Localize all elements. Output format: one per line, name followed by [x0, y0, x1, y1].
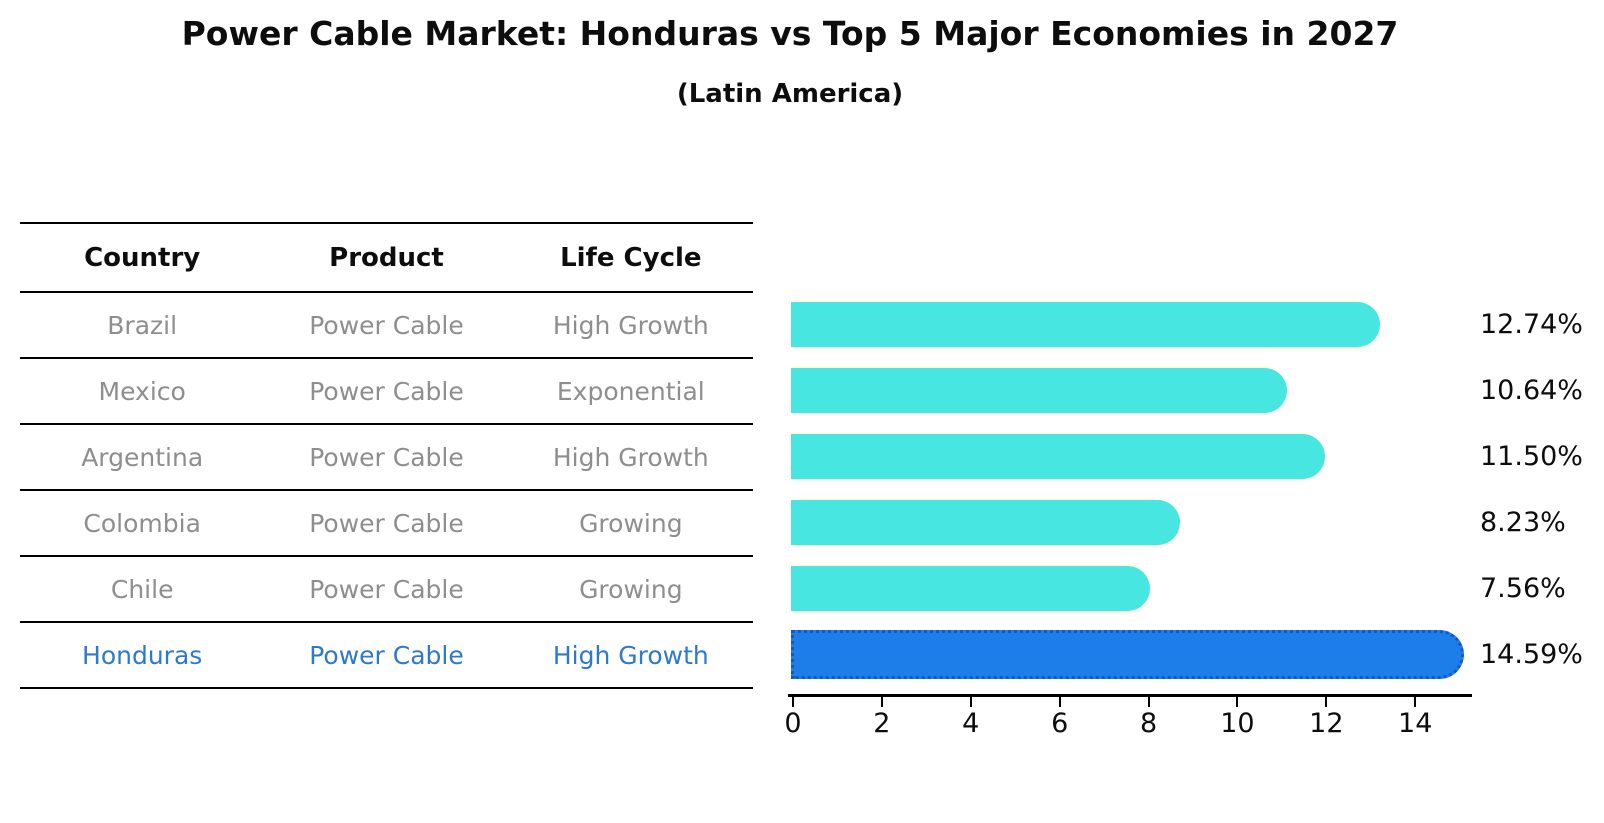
bar-chile	[791, 563, 1152, 613]
tick-label-0: 0	[784, 708, 802, 739]
bar-chart	[791, 291, 1491, 687]
cell-life-cycle: High Growth	[552, 442, 709, 472]
x-axis-line	[788, 694, 1472, 697]
cell-product: Power Cable	[309, 310, 464, 340]
bar-mexico	[791, 365, 1289, 415]
bar-honduras	[791, 629, 1464, 679]
cell-country: Brazil	[107, 310, 178, 340]
value-label-honduras: 14.59%	[1480, 638, 1583, 670]
tick-label-12: 12	[1309, 708, 1344, 739]
table-row-argentina: Argentina Power Cable High Growth	[20, 425, 753, 491]
cell-country: Argentina	[81, 442, 204, 472]
cell-life-cycle: High Growth	[552, 640, 709, 670]
tick-mark-14	[1414, 697, 1417, 707]
value-label-brazil: 12.74%	[1480, 308, 1583, 340]
tick-label-6: 6	[1051, 708, 1069, 739]
table-row-brazil: Brazil Power Cable High Growth	[20, 293, 753, 359]
bar-brazil	[791, 299, 1382, 349]
cell-country: Colombia	[83, 508, 201, 538]
table-row-honduras: Honduras Power Cable High Growth	[20, 623, 753, 689]
cell-product: Power Cable	[309, 574, 464, 604]
tick-mark-12	[1325, 697, 1328, 707]
cell-product: Power Cable	[309, 508, 464, 538]
cell-life-cycle: Growing	[579, 574, 683, 604]
cell-product: Power Cable	[309, 376, 464, 406]
chart-subtitle: (Latin America)	[676, 79, 904, 109]
table-header-row: Country Product Life Cycle	[20, 222, 753, 293]
tick-label-8: 8	[1139, 708, 1158, 739]
tick-mark-4	[969, 697, 972, 707]
table-row-mexico: Mexico Power Cable Exponential	[20, 359, 753, 425]
tick-label-4: 4	[962, 708, 980, 739]
table-row-colombia: Colombia Power Cable Growing	[20, 491, 753, 557]
bar-colombia	[791, 497, 1182, 547]
tick-mark-2	[880, 697, 883, 707]
cell-country: Mexico	[98, 376, 186, 406]
cell-life-cycle: Growing	[579, 508, 683, 538]
value-label-mexico: 10.64%	[1480, 374, 1583, 406]
tick-label-14: 14	[1398, 708, 1433, 739]
cell-product: Power Cable	[309, 640, 464, 670]
tick-label-2: 2	[873, 708, 891, 739]
tick-mark-10	[1236, 697, 1239, 707]
value-label-argentina: 11.50%	[1480, 440, 1583, 472]
bar-argentina	[791, 431, 1327, 481]
chart-title: Power Cable Market: Honduras vs Top 5 Ma…	[181, 14, 1399, 53]
x-axis: 0 2 4 6 8 10 12 14	[784, 694, 1472, 744]
cell-life-cycle: Exponential	[556, 376, 705, 406]
value-label-colombia: 8.23%	[1480, 506, 1566, 538]
table-row-chile: Chile Power Cable Growing	[20, 557, 753, 623]
cell-country: Chile	[110, 574, 174, 604]
cell-life-cycle: High Growth	[552, 310, 709, 340]
tick-mark-6	[1058, 697, 1061, 707]
header-country: Country	[84, 242, 201, 273]
header-life-cycle: Life Cycle	[560, 242, 702, 273]
table-body: Brazil Power Cable High Growth Mexico Power …	[20, 293, 753, 689]
tick-label-10: 10	[1220, 708, 1255, 739]
tick-mark-8	[1147, 697, 1150, 707]
value-label-chile: 7.56%	[1480, 572, 1566, 604]
country-table: Country Product Life Cycle Brazil Power C…	[20, 222, 753, 689]
tick-mark-0	[792, 697, 794, 707]
cell-product: Power Cable	[309, 442, 464, 472]
cell-country: Honduras	[82, 640, 203, 670]
header-product: Product	[329, 242, 444, 273]
